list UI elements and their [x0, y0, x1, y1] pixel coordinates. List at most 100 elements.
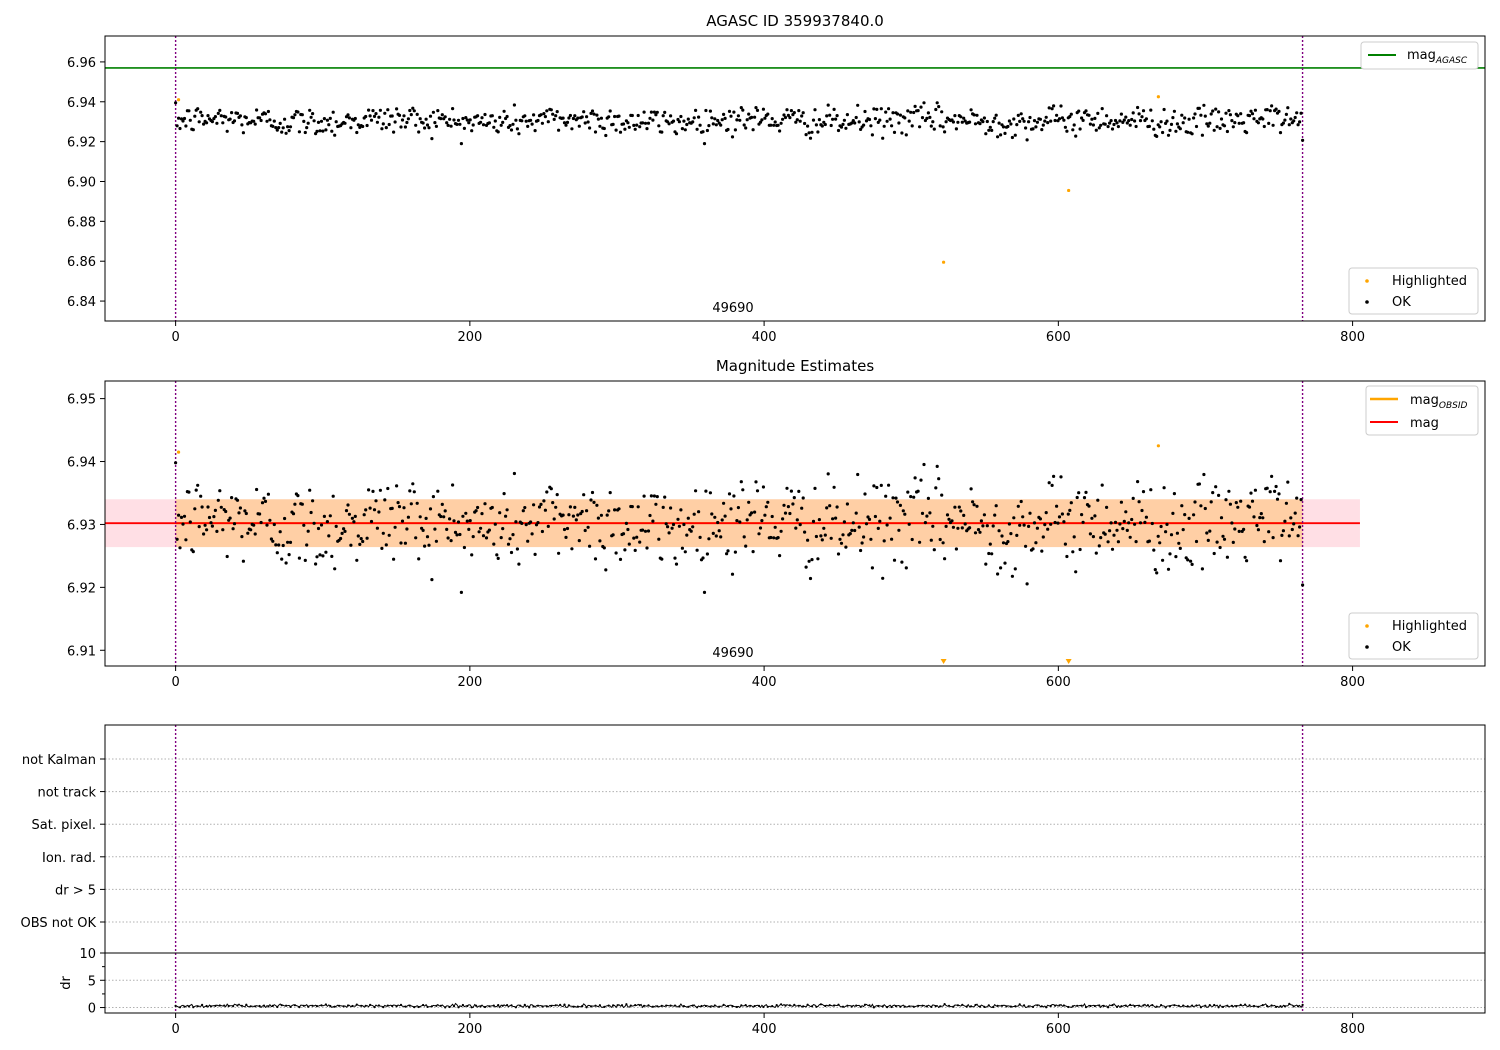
ok-point	[262, 496, 266, 500]
ok-point	[395, 484, 399, 488]
ok-point	[928, 115, 932, 119]
ok-point	[605, 513, 609, 517]
ok-point	[415, 112, 419, 116]
ok-point	[412, 490, 416, 494]
ok-point	[845, 502, 850, 506]
ok-point	[1007, 119, 1012, 123]
dr-point	[192, 1006, 195, 1009]
ok-point	[669, 114, 673, 118]
ok-point	[1180, 113, 1184, 117]
ok-point	[1015, 533, 1019, 538]
ok-point	[717, 529, 721, 533]
dr-point	[886, 1006, 889, 1009]
ok-point	[991, 120, 995, 124]
ok-point	[1066, 512, 1070, 516]
dr-point	[1031, 1005, 1035, 1009]
ok-point	[1249, 491, 1253, 495]
dr-point	[589, 1005, 593, 1008]
ok-point	[387, 533, 391, 537]
ok-point	[988, 125, 992, 129]
dr-point	[894, 1005, 898, 1008]
ok-point	[1060, 512, 1064, 516]
ok-point	[1044, 115, 1048, 119]
ok-point	[206, 505, 210, 509]
ok-point	[859, 127, 863, 131]
ok-point	[367, 488, 371, 492]
ok-point	[268, 118, 272, 122]
ok-point	[512, 103, 517, 107]
ok-point	[361, 124, 365, 129]
ok-point	[1096, 111, 1100, 115]
ok-point	[455, 122, 459, 126]
ok-point	[788, 511, 792, 516]
ok-point	[654, 502, 658, 506]
ok-point	[1044, 510, 1048, 515]
ok-point	[944, 524, 948, 529]
ok-point	[468, 519, 472, 523]
ok-point	[543, 508, 548, 512]
ok-point	[1186, 130, 1190, 134]
dr-point	[859, 1005, 862, 1008]
ok-point	[570, 127, 574, 131]
dr-point	[771, 1005, 774, 1008]
ok-point	[904, 566, 908, 570]
ok-point	[704, 489, 708, 493]
ok-point	[773, 120, 777, 124]
ok-point	[571, 514, 576, 518]
dr-point	[607, 1004, 610, 1007]
agasc-plot-frame	[104, 35, 1486, 322]
ok-point	[1194, 124, 1199, 129]
ok-point	[932, 548, 936, 552]
dr-point	[576, 1005, 579, 1008]
ok-point	[371, 109, 375, 113]
ok-point	[686, 117, 690, 121]
dr-point	[678, 1005, 681, 1008]
ok-point	[838, 537, 842, 541]
ok-point	[1225, 555, 1229, 559]
ok-point	[1256, 528, 1260, 532]
ok-point	[266, 109, 270, 114]
ok-point	[641, 121, 645, 125]
dr-point	[382, 1006, 385, 1009]
dr-point	[563, 1003, 566, 1006]
agasc-legend-lines: magAGASC	[1360, 41, 1479, 70]
dr-point	[1120, 1005, 1123, 1008]
ok-point	[255, 487, 259, 492]
ok-point	[300, 502, 304, 506]
ok-point	[1137, 112, 1141, 116]
ok-point	[726, 127, 730, 132]
ok-point	[318, 553, 322, 557]
ok-point	[630, 113, 634, 118]
ok-point	[275, 551, 279, 555]
ok-point	[950, 519, 954, 523]
ok-point	[1108, 529, 1112, 533]
ok-point	[235, 498, 240, 502]
ok-point	[228, 516, 232, 520]
ok-point	[1211, 109, 1215, 113]
x-tick-label: 0	[171, 1022, 179, 1037]
ok-point	[1217, 493, 1221, 497]
ok-point	[890, 124, 894, 128]
ok-point	[779, 529, 783, 533]
ok-point	[1128, 535, 1132, 539]
ok-point	[613, 508, 617, 512]
ok-point	[614, 128, 618, 132]
ok-point	[399, 125, 403, 129]
ok-point	[1293, 115, 1297, 120]
dr-point	[227, 1004, 230, 1008]
ok-point	[177, 116, 181, 120]
ok-point	[467, 527, 471, 532]
ok-point	[1245, 131, 1249, 135]
ok-point	[508, 124, 512, 128]
ok-point	[882, 124, 886, 128]
ok-point	[1236, 114, 1240, 118]
ok-point	[1205, 122, 1209, 126]
ok-point	[1130, 517, 1134, 522]
ok-point	[1222, 124, 1227, 128]
ok-point	[1262, 540, 1266, 544]
ok-point	[1087, 504, 1091, 508]
ok-point	[808, 576, 813, 581]
dr-point	[218, 1004, 221, 1007]
ok-point	[174, 461, 178, 465]
ok-point	[655, 110, 659, 114]
